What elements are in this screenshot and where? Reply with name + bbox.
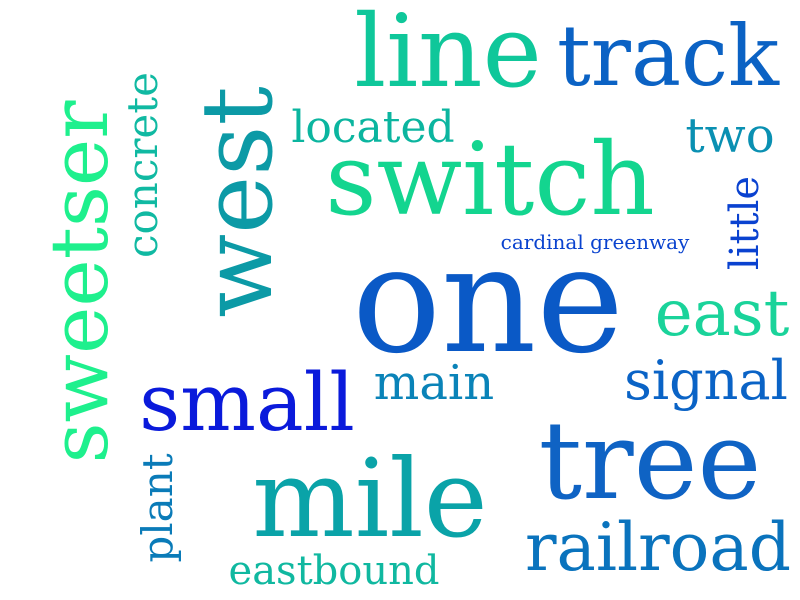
word-sweetser: sweetser <box>33 100 126 464</box>
word-little: little <box>722 175 768 271</box>
word-plant: plant <box>133 453 182 563</box>
word-signal: signal <box>624 349 788 412</box>
word-concrete: concrete <box>118 71 167 259</box>
word-switch: switch <box>325 121 655 238</box>
word-two: two <box>685 108 775 164</box>
word-cardinal-greenway: cardinal greenway <box>500 230 690 254</box>
word-main: main <box>373 355 495 411</box>
word-small: small <box>139 356 355 449</box>
word-one: one <box>351 214 625 386</box>
word-west: west <box>181 86 295 318</box>
word-mile: mile <box>252 437 488 562</box>
word-tree: tree <box>538 399 762 524</box>
word-eastbound: eastbound <box>228 548 440 594</box>
word-track: track <box>557 7 779 105</box>
word-railroad: railroad <box>525 509 791 586</box>
word-line: line <box>354 0 542 110</box>
word-located: located <box>291 102 455 153</box>
word-east: east <box>654 277 790 351</box>
